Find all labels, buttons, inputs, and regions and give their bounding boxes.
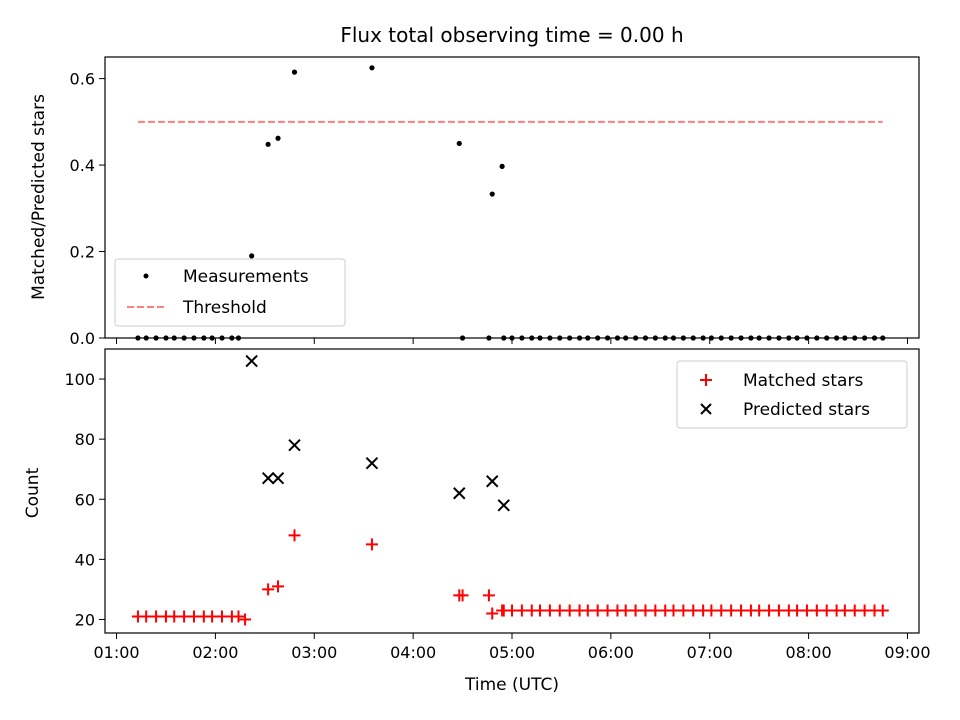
- matched-star-point: [262, 583, 275, 596]
- bottom-axes: 01:00 02:00 03:00 04:00 05:00 06:00 07:00 08:00…: [64, 370, 930, 662]
- measurement-point: [249, 253, 255, 259]
- measurement-point: [369, 65, 375, 71]
- x-tick-label: 06:00: [588, 643, 634, 662]
- x-tick-label: 04:00: [390, 643, 436, 662]
- matched-star-point: [486, 607, 499, 620]
- matched-star-point: [876, 604, 889, 617]
- top-y-tick-label: 0.4: [70, 156, 95, 175]
- matched-star-point: [272, 580, 285, 593]
- legend-predicted-marker: [700, 403, 712, 415]
- matched-star-point: [482, 589, 495, 602]
- legend-matched-marker: [700, 374, 712, 386]
- bottom-axes-frame: [104, 348, 920, 634]
- legend-matched-label: Matched stars: [743, 371, 863, 391]
- predicted-star-point: [245, 354, 258, 368]
- matched-star-point: [288, 529, 301, 542]
- bottom-y-axis-label: Count: [23, 467, 43, 518]
- matched-star-point: [239, 613, 252, 626]
- top-y-axis-label: Matched/Predicted stars: [29, 94, 49, 300]
- x-tick-label: 07:00: [687, 643, 733, 662]
- predicted-star-point: [288, 438, 301, 452]
- x-tick-label: 03:00: [291, 643, 337, 662]
- top-axes-frame: [104, 56, 920, 339]
- bottom-y-tick-label: 100: [64, 370, 95, 389]
- bottom-y-tick-label: 20: [75, 610, 95, 629]
- predicted-star-point: [486, 475, 499, 488]
- legend-measurements-marker: [143, 273, 149, 279]
- measurement-point: [456, 140, 462, 147]
- x-tick-label: 09:00: [884, 643, 930, 662]
- bottom-panel: 01:00 02:00 03:00 04:00 05:00 06:00 07:00 08:00…: [23, 348, 931, 695]
- predicted-star-point: [497, 499, 510, 512]
- measurement-point: [489, 191, 495, 197]
- top-legend-box: [114, 258, 346, 327]
- legend-measurements-label: Measurements: [183, 267, 309, 287]
- measurement-point: [499, 163, 505, 169]
- top-legend: Measurements Threshold: [114, 258, 346, 327]
- x-tick-label: 08:00: [786, 643, 832, 662]
- predicted-star-point: [271, 472, 285, 485]
- matched-star-point: [365, 538, 378, 551]
- bottom-y-tick-label: 40: [75, 550, 95, 569]
- legend-predicted-label: Predicted stars: [743, 400, 870, 420]
- chart-title: Flux total observing time = 0.00 h: [340, 23, 683, 47]
- bottom-y-tick-label: 80: [75, 430, 95, 449]
- measurement-point: [275, 135, 281, 141]
- legend-threshold-label: Threshold: [182, 298, 267, 318]
- predicted-star-point: [261, 472, 275, 485]
- top-y-tick-label: 0.6: [70, 70, 95, 89]
- bottom-y-tick-label: 60: [75, 490, 95, 509]
- bottom-legend: Matched stars Predicted stars: [676, 360, 908, 429]
- predicted-star-point: [365, 456, 379, 470]
- x-axis-label: Time (UTC): [464, 675, 559, 695]
- top-panel: Flux total observing time = 0.00 h 0.00.…: [29, 23, 920, 348]
- x-tick-label: 02:00: [192, 643, 238, 662]
- top-y-tick-label: 0.2: [70, 243, 95, 262]
- measurement-point: [265, 141, 271, 147]
- x-tick-label: 05:00: [489, 643, 535, 662]
- bottom-legend-box: [676, 360, 908, 429]
- measurement-point: [291, 69, 298, 75]
- top-y-axis: 0.0 0.2 0.4 0.6: [70, 70, 908, 348]
- matched-star-point: [232, 610, 245, 623]
- bottom-plot-area: [131, 354, 889, 626]
- x-tick-label: 01:00: [93, 643, 139, 662]
- predicted-star-point: [453, 487, 466, 500]
- matched-star-point: [456, 589, 469, 602]
- top-y-tick-label: 0.0: [70, 329, 95, 348]
